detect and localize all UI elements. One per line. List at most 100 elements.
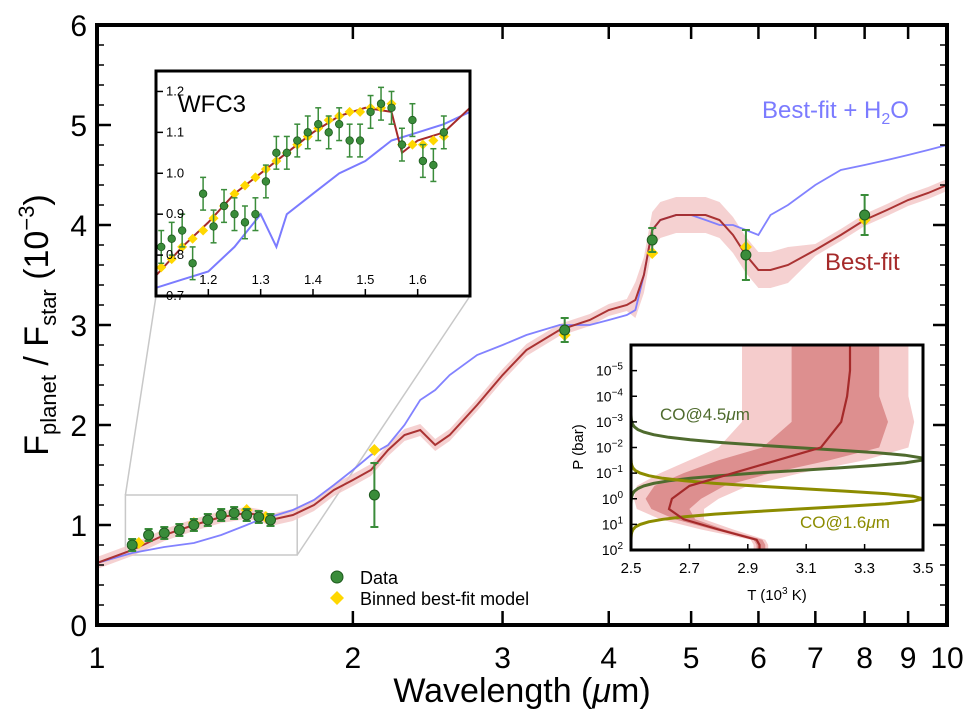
wfc3-binned-point [239,180,250,191]
zoom-connector [124,295,471,556]
data-point [241,509,253,521]
zoom-box [124,494,298,556]
pt-x-tick-label: 2.5 [621,560,642,577]
wfc3-data-point [355,136,365,145]
wfc3-binned-point [198,225,209,236]
data-point [265,514,277,526]
pt-profile-inset-panel: 2.5 2.7 2.9 3.1 3.3 3.5 10−5 10−4 10−3 10−2 10−1 10… [570,343,933,604]
wfc3-data-point [387,103,396,113]
y-tick-label: 6 [70,10,87,43]
data-point [368,489,380,501]
pt-y-tick-label: 100 [602,490,624,507]
pt-y-tick-label: 10−2 [596,439,623,456]
wfc3-binned-point [156,262,167,273]
data-point [143,529,155,541]
x-tick-label: 3 [494,642,511,675]
co-4p5-label: CO@4.5μm [660,405,750,424]
data-point [646,234,658,246]
legend-binned-marker [330,591,344,605]
wfc3-data-point [240,218,250,227]
wfc3-data-point [397,140,407,149]
wfc3-data-point [272,148,281,158]
x-tick-label: 10 [930,642,963,675]
wfc3-binned-point [250,172,261,183]
x-axis-label: Wavelength (μm) [393,672,650,710]
pt-y-tick-label: 101 [602,515,624,532]
pt-x-tick-label: 2.7 [679,560,700,577]
best-fit-h2o-line [96,144,948,564]
pt-x-tick-label: 2.9 [737,560,758,577]
wfc3-x-tick-label: 1.5 [356,272,374,287]
data-point [158,527,170,539]
wfc3-data-point [157,242,166,252]
wfc3-data-point [408,115,417,125]
wfc3-x-tick-label: 1.6 [409,272,427,287]
legend-data-marker [330,570,344,584]
wfc3-data-point [251,209,260,219]
y-tick-label: 1 [70,510,87,543]
wfc3-binned-point [229,188,240,199]
wfc3-binned-point [344,106,355,117]
pt-x-tick-label: 3.1 [796,560,817,577]
data-point [253,511,265,523]
wfc3-data-point [429,160,438,170]
wfc3-data-point [376,99,386,108]
legend: Data Binned best-fit model [330,568,529,609]
x-tick-label: 8 [856,642,873,675]
main-points-layer [126,194,871,552]
wfc3-y-tick-label: 1.2 [166,83,184,98]
y-tick-label: 4 [70,210,87,243]
pt-profile-layer [667,345,852,550]
pt-x-tick-label: 3.5 [913,560,934,577]
wfc3-data-point [209,222,218,231]
legend-binned-label: Binned best-fit model [360,589,529,609]
wfc3-data-point [177,226,187,235]
wfc3-data-point [219,201,229,211]
wfc3-y-tick-label: 1.0 [166,165,184,180]
wfc3-data-point [188,259,197,268]
wfc3-points-layer [156,86,449,281]
pt-y-tick-label: 10−1 [596,464,623,481]
x-tick-label: 6 [750,642,767,675]
wfc3-y-tick-label: 0.9 [166,206,184,221]
wfc3-data-point [198,189,208,198]
wfc3-data-point [314,119,323,129]
data-point [859,209,871,221]
wfc3-axis-ticks: 1.2 1.3 1.4 1.5 1.6 0.7 0.8 0.9 1.0 1.1 1.2 [156,83,427,303]
wfc3-binned-point [407,139,418,150]
x-tick-label: 5 [683,642,700,675]
x-tick-label: 2 [345,642,362,675]
data-point [188,519,200,531]
wfc3-title: WFC3 [178,91,246,118]
best-fit-h2o-annotation: Best-fit + H2O [762,97,909,128]
wfc3-data-point [439,128,449,137]
wfc3-data-point [230,209,239,219]
pt-x-tick-label: 3.3 [854,560,875,577]
wfc3-x-tick-label: 1.3 [252,272,270,287]
x-tick-label: 4 [600,642,617,675]
data-point [559,324,571,336]
wfc3-binned-point [166,254,177,265]
x-tick-label: 7 [807,642,824,675]
x-tick-label: 9 [900,642,917,675]
data-point [126,539,138,551]
pt-axis-ticks: 2.5 2.7 2.9 3.1 3.3 3.5 10−5 10−4 10−3 10−2 10−1 10… [596,362,933,577]
pt-y-tick-label: 10−5 [596,362,623,379]
co-1p6-label: CO@1.6μm [800,513,890,532]
data-point [215,509,227,521]
wfc3-data-point [418,156,428,166]
pt-y-tick-label: 10−4 [596,387,623,404]
y-tick-label: 5 [70,110,87,143]
wfc3-data-point [293,136,302,145]
wfc3-y-tick-label: 1.1 [166,124,184,139]
wfc3-binned-point [355,106,366,117]
wfc3-data-point [303,128,312,137]
y-axis-label: Fplanet / Fstar (10−3) [14,194,61,456]
wfc3-data-point [334,119,344,129]
wfc3-x-tick-label: 1.2 [199,272,217,287]
wfc3-binned-point [187,233,198,244]
pt-x-axis-label: T (103 K) [747,586,806,604]
wfc3-binned-point [428,135,439,146]
